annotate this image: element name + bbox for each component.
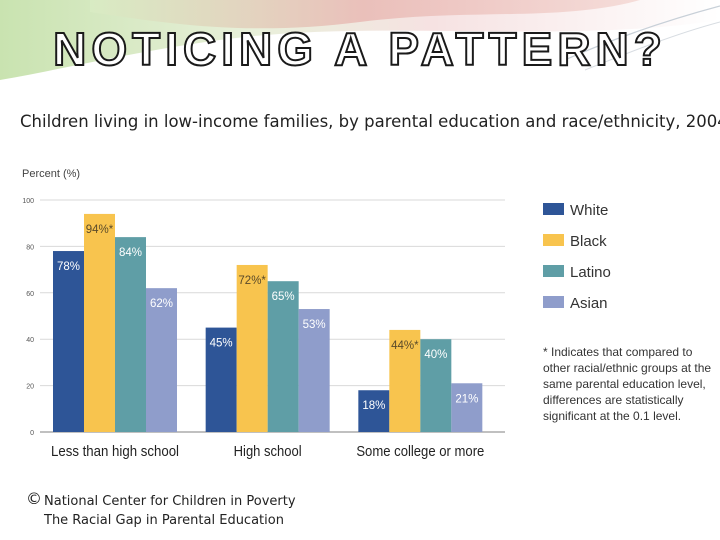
x-tick-label: Some college or more: [356, 443, 484, 460]
bar-asian-2: [451, 383, 483, 432]
bar-white-1: [205, 327, 237, 432]
banner-wave-front: [90, 0, 640, 29]
y-axis-label: Percent (%): [22, 168, 80, 180]
bar-black-2: [389, 329, 421, 432]
chart-footnote: * Indicates that compared to other racia…: [543, 345, 712, 423]
data-label: 18%: [362, 400, 385, 412]
legend: White Black Latino Asian: [543, 202, 611, 312]
bar-asian-0: [146, 288, 177, 432]
data-label: 44%*: [391, 340, 419, 352]
data-label: 72%*: [238, 275, 266, 287]
legend-swatch-latino: [543, 265, 564, 277]
credit-line-1: National Center for Children in Poverty: [44, 494, 296, 509]
x-tick-label: Less than high school: [51, 443, 179, 460]
y-tick-label: 40: [26, 337, 34, 344]
slide-title: NOTICING A PATTERN?: [52, 22, 667, 76]
data-label: 78%: [57, 261, 80, 273]
data-label: 53%: [303, 319, 326, 331]
x-axis-ticks: Less than high school High school Some col…: [51, 443, 484, 460]
bar-black-0: [84, 213, 115, 432]
bar-white-2: [358, 390, 390, 432]
banner-swirl-line: [559, 5, 720, 63]
legend-label-latino: Latino: [570, 264, 611, 281]
data-label: 94%*: [86, 224, 114, 236]
legend-label-white: White: [570, 202, 608, 219]
y-axis-ticks: 0 20 40 60 80 100: [22, 198, 34, 437]
legend-label-asian: Asian: [570, 295, 608, 312]
y-tick-label: 80: [26, 244, 34, 251]
legend-label-black: Black: [570, 233, 607, 250]
data-label: 45%: [210, 338, 233, 350]
data-label: 40%: [424, 349, 447, 361]
bar-latino-0: [115, 237, 146, 432]
y-tick-label: 60: [26, 291, 34, 298]
y-tick-label: 0: [30, 430, 34, 437]
legend-swatch-asian: [543, 296, 564, 308]
bar-latino-1: [267, 281, 299, 432]
legend-swatch-black: [543, 234, 564, 246]
credit-line-2: The Racial Gap in Parental Education: [44, 513, 284, 528]
legend-swatch-white: [543, 203, 564, 215]
data-label: 65%: [272, 291, 295, 303]
banner-swirl-line-2: [584, 21, 720, 71]
chart-title: Children living in low-income families, …: [20, 112, 720, 131]
x-tick-label: High school: [234, 443, 302, 460]
data-label: 62%: [150, 298, 173, 310]
bars: 78% 94%* 84% 62% 45% 72%* 65% 53% 18% 44%* 40% 21%: [53, 213, 483, 432]
bar-latino-2: [420, 339, 452, 432]
bar-asian-1: [298, 309, 330, 432]
bar-black-1: [236, 264, 268, 432]
copyright-symbol: ©: [26, 489, 42, 508]
source-credit: © National Center for Children in Povert…: [26, 489, 296, 530]
y-tick-label: 100: [22, 198, 34, 205]
bar-white-0: [53, 251, 84, 432]
data-label: 21%: [455, 393, 478, 405]
header-banner: [0, 0, 720, 80]
y-tick-label: 20: [26, 384, 34, 391]
data-label: 84%: [119, 247, 142, 259]
